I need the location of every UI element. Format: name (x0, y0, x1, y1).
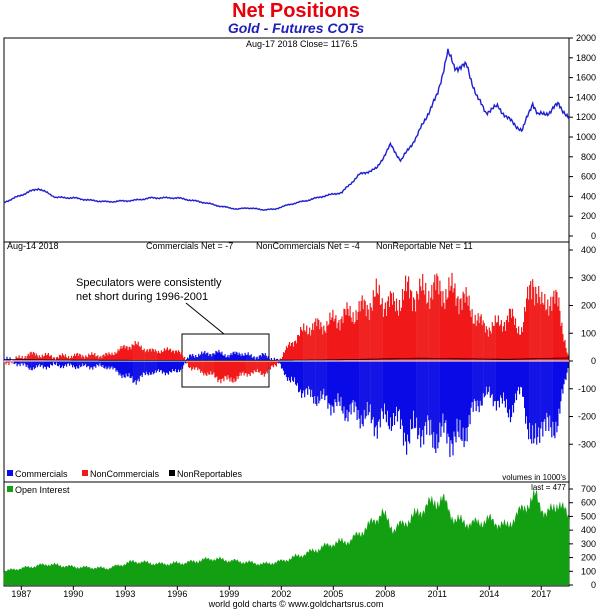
x-tick-label: 2017 (531, 589, 551, 599)
chart-title: Net Positions (232, 0, 360, 22)
annotation-line-1: Speculators were consistently (76, 277, 222, 289)
price-panel-frame (3, 37, 570, 243)
legend-swatch-commercials (7, 470, 13, 476)
oi-y-tick-label: 300 (581, 539, 596, 549)
legend-nonreportables: NonReportables (177, 469, 243, 479)
oi-y-tick-label: 700 (581, 484, 596, 494)
units-note: volumes in 1000's (502, 473, 566, 482)
chart-subtitle: Gold - Futures COTs (228, 20, 365, 36)
legend-swatch-nonreportables (169, 470, 175, 476)
gold-price-line (3, 48, 570, 212)
legend-open-interest: Open Interest (15, 485, 70, 495)
price-y-tick-label: 400 (581, 191, 596, 201)
commercials-net-label: Commercials Net = -7 (146, 241, 233, 251)
cot-y-tick-label: -300 (578, 439, 596, 449)
cot-y-tick-label: 400 (581, 245, 596, 255)
noncommercials-net-label: NonCommercials Net = -4 (256, 241, 360, 251)
x-tick-label: 2002 (271, 589, 291, 599)
legend-swatch-open-interest (7, 486, 13, 492)
x-tick-label: 2011 (428, 589, 447, 599)
price-y-tick-label: 1200 (576, 112, 596, 122)
annotation-line-2: net short during 1996-2001 (76, 291, 208, 303)
legend-commercials: Commercials (15, 469, 68, 479)
x-tick-label: 2008 (375, 589, 395, 599)
legend-swatch-noncommercials (82, 470, 88, 476)
cot-info: Aug-14 2018 (7, 241, 59, 251)
oi-y-tick-label: 200 (581, 553, 596, 563)
cot-plot (3, 272, 570, 458)
cot-y-tick-label: -100 (578, 384, 596, 394)
cot-legend: Commercials NonCommercials NonReportable… (7, 469, 243, 479)
price-y-tick-label: 1400 (576, 92, 596, 102)
price-y-tick-label: 1800 (576, 53, 596, 63)
price-y-tick-label: 1000 (576, 132, 596, 142)
price-plot (3, 48, 570, 212)
x-tick-label: 1996 (167, 589, 187, 599)
credit: world gold charts © www.goldchartsrus.co… (208, 599, 384, 609)
oi-y-tick-label: 100 (581, 566, 596, 576)
x-tick-label: 1990 (63, 589, 83, 599)
nonreportable-net-label: NonReportable Net = 11 (376, 241, 473, 251)
cot-y-tick-label: 200 (581, 301, 596, 311)
x-tick-label: 2005 (323, 589, 343, 599)
open-interest-plot (3, 489, 570, 586)
cot-y-tick-label: 0 (591, 356, 596, 366)
oi-y-tick-label: 400 (581, 525, 596, 535)
annotation-pointer (185, 302, 225, 335)
x-tick-label: 1999 (219, 589, 239, 599)
price-y-tick-label: 200 (581, 211, 596, 221)
nonreportables-line (4, 357, 570, 361)
price-y-tick-label: 0 (591, 231, 596, 241)
legend-noncommercials: NonCommercials (90, 469, 160, 479)
price-y-tick-label: 2000 (576, 33, 596, 43)
oi-y-tick-label: 600 (581, 498, 596, 508)
axes: 0200400600800100012001400160018002000-30… (11, 33, 596, 599)
oi-y-tick-label: 0 (591, 580, 596, 590)
cot-y-tick-label: 100 (581, 328, 596, 338)
price-y-tick-label: 800 (581, 152, 596, 162)
open-interest-last: last = 477 (531, 483, 566, 492)
x-tick-label: 1993 (115, 589, 135, 599)
cot-y-tick-label: -200 (578, 412, 596, 422)
price-y-tick-label: 600 (581, 172, 596, 182)
price-y-tick-label: 1600 (576, 73, 596, 83)
x-tick-label: 1987 (11, 589, 31, 599)
x-tick-label: 2014 (479, 589, 499, 599)
open-interest-area (3, 489, 570, 586)
cot-y-tick-label: 300 (581, 273, 596, 283)
oi-y-tick-label: 500 (581, 511, 596, 521)
price-info: Aug-17 2018 Close= 1176.5 (246, 39, 358, 49)
